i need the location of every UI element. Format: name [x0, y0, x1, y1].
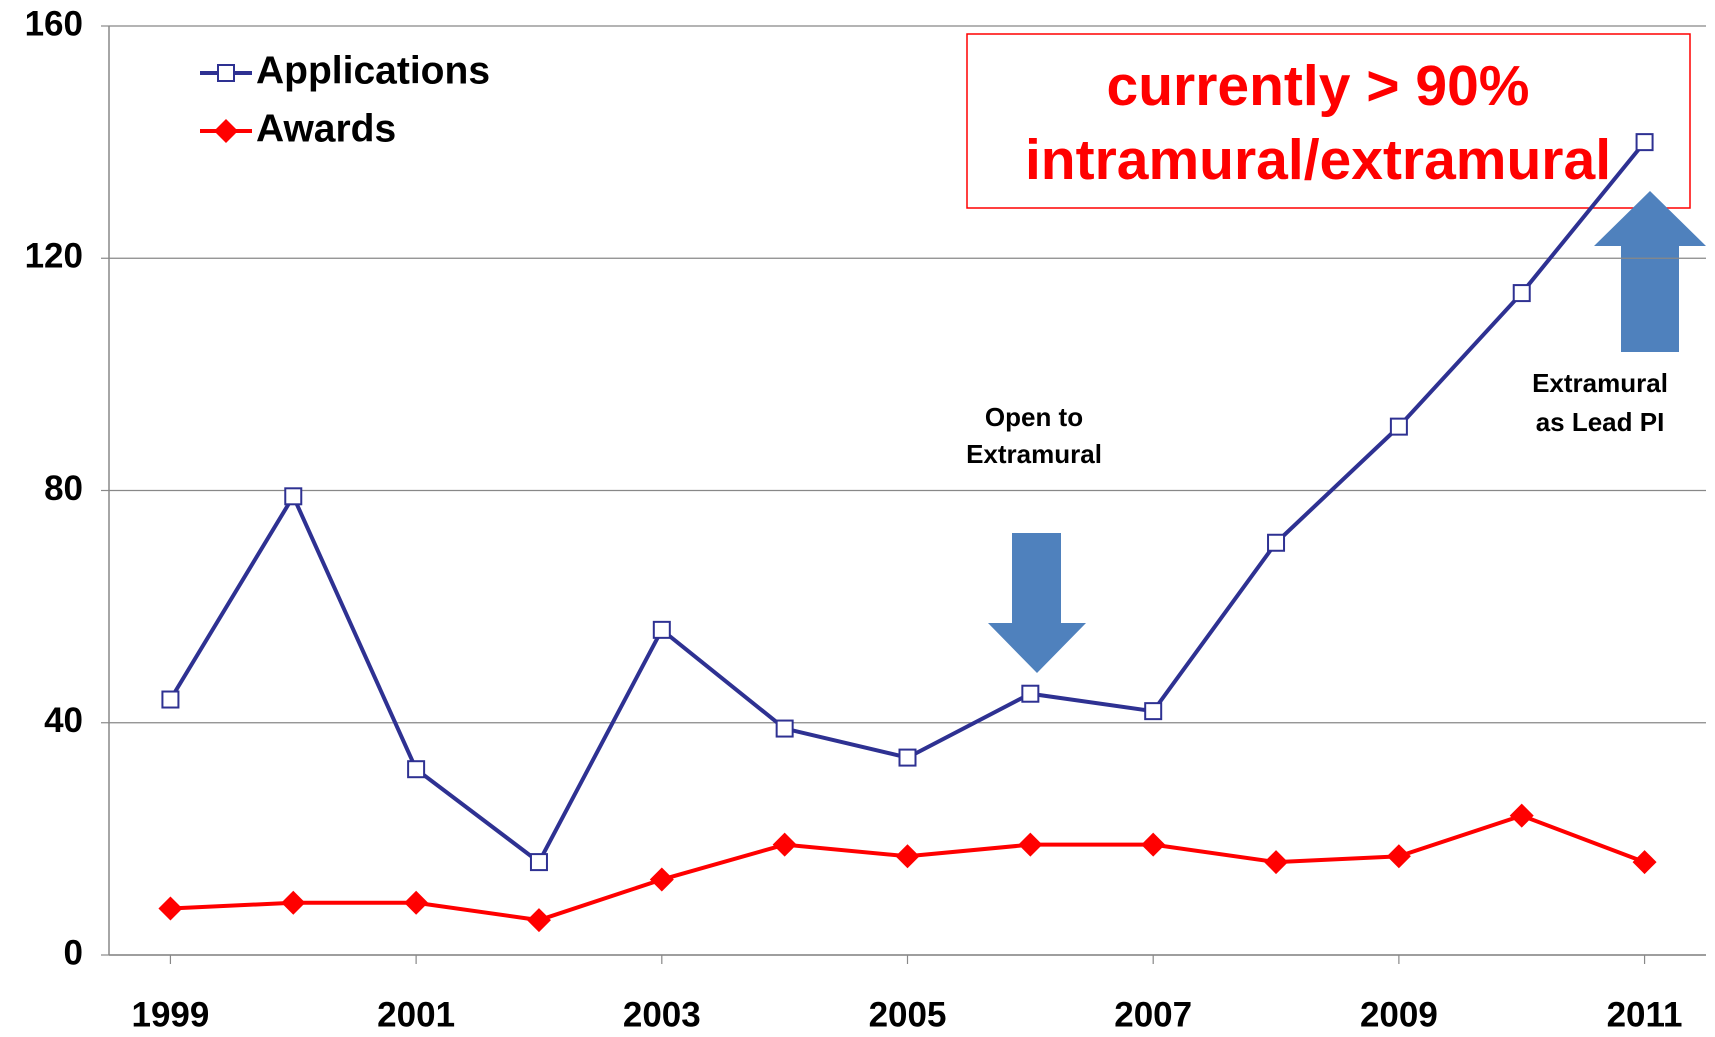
data-point: [1386, 844, 1411, 869]
data-point: [1141, 832, 1166, 857]
annotation: as Lead PI: [1536, 407, 1665, 437]
data-point: [1018, 832, 1043, 857]
data-point: [652, 620, 671, 639]
data-point: [1512, 284, 1531, 303]
data-point: [1264, 850, 1289, 875]
y-tick-label: 160: [25, 4, 83, 43]
data-point: [529, 853, 548, 872]
annotation: Extramural: [1532, 368, 1668, 398]
annotation: Open to: [985, 402, 1083, 432]
legend-marker: [217, 64, 235, 82]
x-tick-label: 1999: [131, 995, 209, 1034]
data-point: [898, 748, 917, 767]
data-point: [1144, 702, 1163, 721]
x-tick-label: 2001: [377, 995, 455, 1034]
data-point: [1389, 417, 1408, 436]
data-point: [1021, 684, 1040, 703]
data-point: [649, 867, 674, 892]
data-point: [1509, 803, 1534, 828]
data-point: [284, 487, 303, 506]
data-point: [158, 896, 183, 921]
legend-marker: [214, 119, 238, 143]
x-tick-label: 2007: [1114, 995, 1192, 1034]
data-point: [404, 890, 429, 915]
data-point: [1635, 133, 1654, 152]
y-tick-label: 120: [25, 237, 83, 276]
data-point: [772, 832, 797, 857]
legend-label: Awards: [256, 107, 396, 150]
data-point: [1267, 533, 1286, 552]
up-arrow: [1594, 191, 1706, 352]
data-point: [895, 844, 920, 869]
x-tick-label: 2009: [1360, 995, 1438, 1034]
y-tick-label: 0: [64, 933, 83, 972]
callout-text: intramural/extramural: [1025, 128, 1611, 192]
y-tick-label: 80: [44, 469, 83, 508]
down-arrow: [988, 533, 1086, 673]
data-point: [407, 760, 426, 779]
annotation: Extramural: [966, 439, 1102, 469]
y-tick-label: 40: [44, 701, 83, 740]
data-point: [1632, 850, 1657, 875]
callout-text: currently > 90%: [1107, 54, 1530, 118]
data-point: [281, 890, 306, 915]
data-point: [526, 908, 551, 933]
data-point: [161, 690, 180, 709]
x-tick-label: 2003: [623, 995, 701, 1034]
x-tick-label: 2011: [1607, 995, 1683, 1034]
x-tick-label: 2005: [869, 995, 947, 1034]
callout-box: [966, 33, 1691, 209]
legend-label: Applications: [256, 49, 490, 92]
data-point: [775, 719, 794, 738]
